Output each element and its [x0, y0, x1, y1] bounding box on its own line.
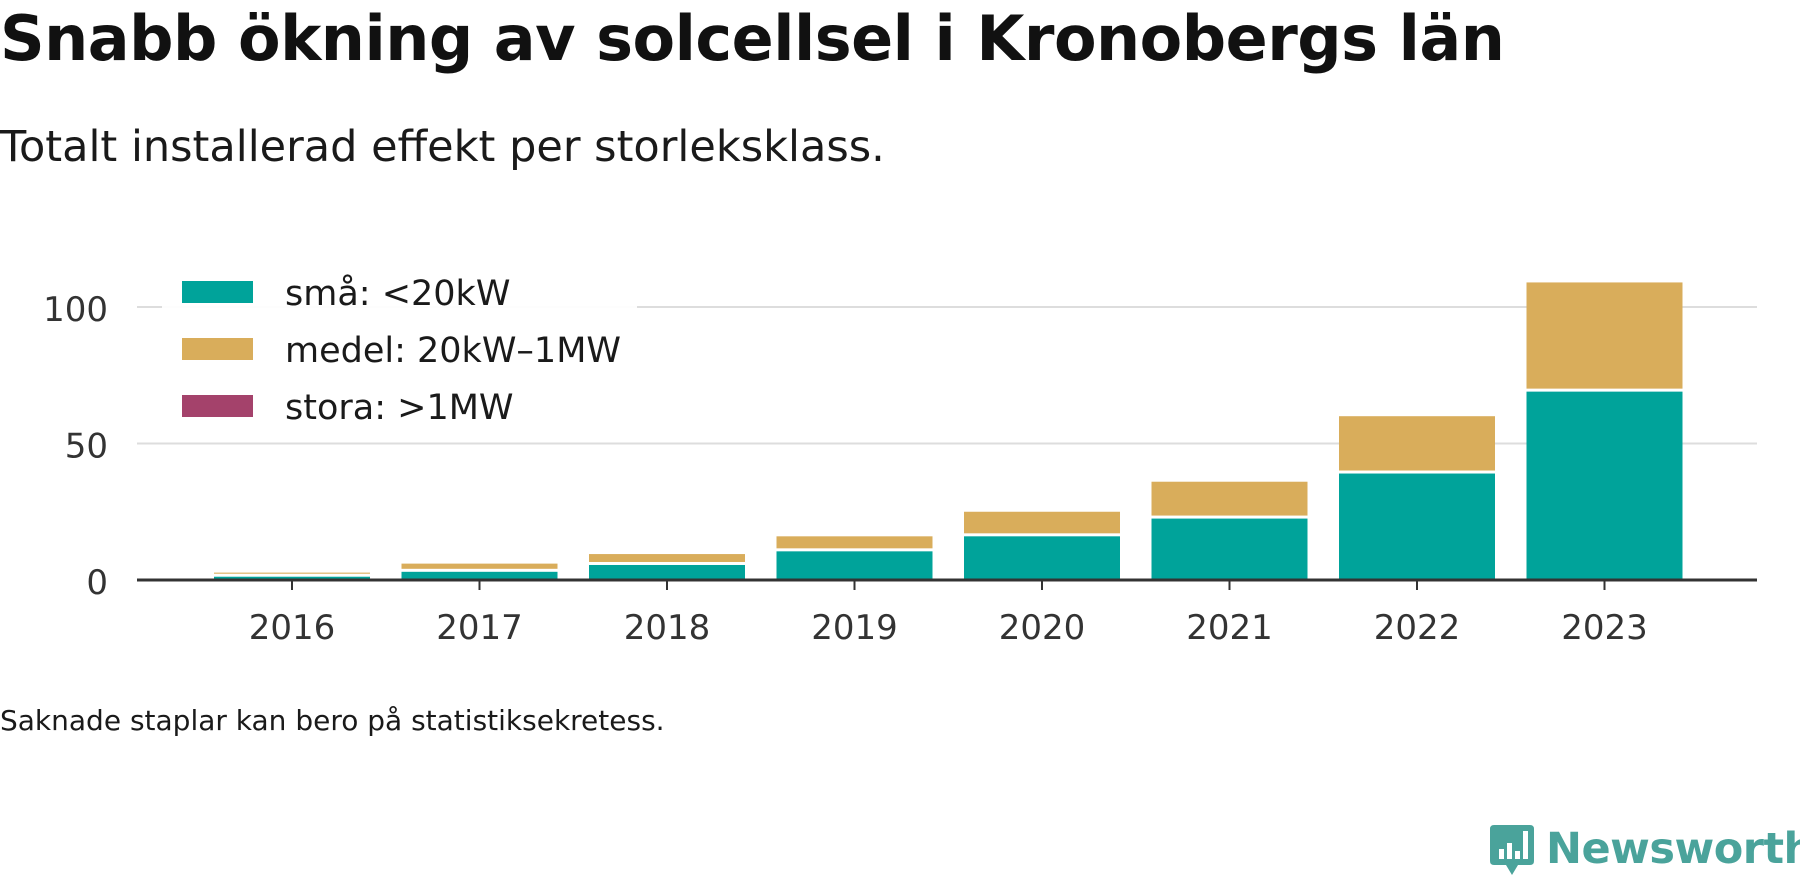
axes: 0 50 100 2016 2017 2018 2019 2020 2021 2022 2023	[43, 290, 1757, 648]
bar-segment	[964, 511, 1120, 534]
footnote: Saknade staplar kan bero på statistiksek…	[0, 704, 665, 737]
legend-label: stora: >1MW	[285, 388, 514, 428]
legend: små: <20kW medel: 20kW–1MW stora: >1MW	[162, 262, 637, 442]
x-tick-label: 2017	[436, 608, 523, 648]
chart-subtitle: Totalt installerad effekt per storlekskl…	[0, 122, 885, 172]
bar-segment	[589, 554, 745, 562]
bars	[214, 282, 1683, 580]
newsworthy-logo-icon	[1490, 825, 1534, 875]
bar-segment	[964, 536, 1120, 580]
bar-segment	[401, 571, 558, 580]
bar-segment	[1339, 473, 1495, 580]
brand-logo[interactable]: Newsworthy	[1488, 818, 1800, 880]
x-tick-label: 2019	[811, 608, 898, 648]
y-tick-label: 100	[43, 290, 108, 330]
bar-segment	[214, 576, 370, 580]
legend-label: små: <20kW	[285, 273, 510, 314]
y-tick-label: 50	[65, 427, 108, 467]
x-tick-label: 2023	[1561, 608, 1648, 648]
x-tick-label: 2016	[249, 608, 336, 648]
legend-label: medel: 20kW–1MW	[285, 331, 621, 371]
legend-swatch	[182, 395, 253, 417]
bar-segment	[776, 536, 933, 549]
stacked-bar-chart: 0 50 100 2016 2017 2018 2019 2020 2021 2022 2023 s…	[43, 262, 1757, 648]
bar-segment	[1526, 391, 1683, 580]
x-tick-label: 2020	[999, 608, 1086, 648]
bar-segment	[1526, 282, 1683, 389]
x-tick-label: 2021	[1186, 608, 1273, 648]
x-tick-label: 2018	[624, 608, 711, 648]
legend-swatch	[182, 281, 253, 303]
brand-name: Newsworthy	[1546, 824, 1800, 874]
bar-segment	[214, 572, 370, 574]
bar-segment	[776, 551, 933, 580]
chart-title: Snabb ökning av solcellsel i Kronobergs …	[0, 2, 1505, 75]
x-tick-label: 2022	[1374, 608, 1461, 648]
bar-segment	[401, 563, 558, 569]
bar-segment	[589, 564, 745, 580]
bar-segment	[1339, 416, 1495, 471]
legend-swatch	[182, 338, 253, 360]
bar-segment	[1151, 518, 1308, 580]
bar-segment	[1151, 481, 1308, 516]
y-tick-label: 0	[86, 563, 108, 603]
